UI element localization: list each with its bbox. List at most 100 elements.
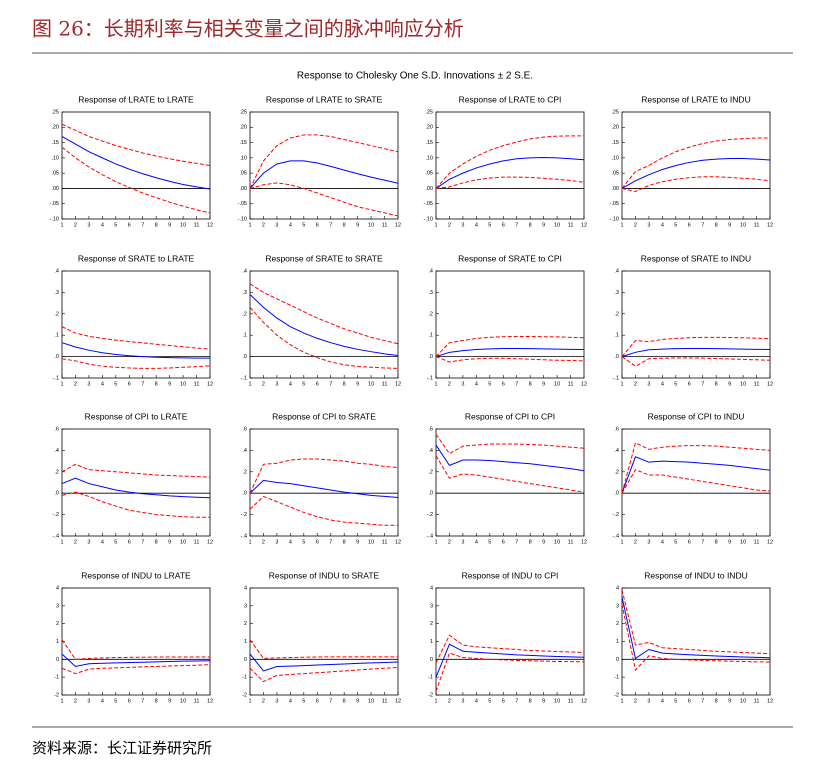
x-tick-label: 4 xyxy=(289,381,292,387)
y-tick-label: 1 xyxy=(244,639,247,645)
x-tick-label: 7 xyxy=(329,381,332,387)
y-tick-label: .3 xyxy=(54,290,59,296)
response-line xyxy=(249,653,399,672)
x-tick-label: 5 xyxy=(302,539,305,545)
x-tick-label: 2 xyxy=(74,222,77,228)
band-line xyxy=(61,326,211,350)
x-tick-label: 1 xyxy=(620,539,623,545)
x-tick-label: 1 xyxy=(60,381,63,387)
plot-frame xyxy=(435,428,585,537)
band-line xyxy=(249,495,398,526)
x-tick-label: 6 xyxy=(688,539,691,545)
x-tick-label: 10 xyxy=(740,222,746,228)
y-tick-label: .2 xyxy=(614,311,619,317)
x-tick-label: 1 xyxy=(60,539,63,545)
y-tick-label: .1 xyxy=(614,333,619,339)
x-tick-label: 8 xyxy=(155,539,158,545)
x-tick-label: 3 xyxy=(461,381,464,387)
response-line xyxy=(435,643,585,678)
x-tick-label: 7 xyxy=(515,698,518,704)
x-tick-label: 8 xyxy=(155,222,158,228)
panel-title: Response of SRATE to SRATE xyxy=(265,253,383,263)
x-tick-label: 4 xyxy=(475,698,478,704)
x-tick-label: 6 xyxy=(502,381,505,387)
y-tick-label: .15 xyxy=(425,140,433,146)
y-tick-label: 4 xyxy=(56,585,59,591)
plot-frame xyxy=(61,270,211,379)
band-line xyxy=(61,358,211,369)
y-tick-label: 3 xyxy=(430,603,433,609)
panel-title: Response of CPI to CPI xyxy=(465,411,555,421)
x-tick-label: 5 xyxy=(674,698,677,704)
x-tick-label: 9 xyxy=(542,222,545,228)
y-tick-label: .25 xyxy=(239,109,247,115)
x-tick-label: 9 xyxy=(356,381,359,387)
plot-frame xyxy=(249,270,399,379)
y-tick-label: .2 xyxy=(428,469,433,475)
x-tick-label: 12 xyxy=(207,539,213,545)
y-tick-label: .0 xyxy=(54,354,59,360)
x-tick-label: 5 xyxy=(674,381,677,387)
y-tick-label: -.10 xyxy=(50,216,59,222)
x-tick-label: 9 xyxy=(168,222,171,228)
band-line xyxy=(249,307,399,369)
x-tick-label: 5 xyxy=(114,381,117,387)
y-tick-label: -.05 xyxy=(610,201,619,207)
response-line xyxy=(249,294,399,357)
x-tick-label: 9 xyxy=(728,698,731,704)
x-tick-label: 4 xyxy=(289,222,292,228)
x-tick-label: 3 xyxy=(461,698,464,704)
y-tick-label: 1 xyxy=(56,639,59,645)
x-tick-label: 8 xyxy=(529,222,532,228)
y-tick-label: .6 xyxy=(54,426,59,432)
x-tick-label: 4 xyxy=(101,222,104,228)
header-title: 图 26：长期利率与相关变量之间的脉冲响应分析 xyxy=(32,17,464,41)
y-tick-label: -.05 xyxy=(238,201,247,207)
band-line xyxy=(621,356,771,367)
x-tick-label: 10 xyxy=(368,381,374,387)
y-tick-label: .3 xyxy=(428,290,433,296)
x-tick-label: 11 xyxy=(194,698,200,704)
y-tick-label: 2 xyxy=(430,621,433,627)
x-tick-label: 6 xyxy=(502,222,505,228)
x-tick-label: 4 xyxy=(475,222,478,228)
x-tick-label: 1 xyxy=(434,381,437,387)
x-tick-label: 9 xyxy=(168,698,171,704)
plot-frame xyxy=(435,270,585,379)
plot-frame xyxy=(61,111,211,220)
x-tick-label: 7 xyxy=(329,698,332,704)
plot-frame xyxy=(61,428,211,537)
x-tick-label: 1 xyxy=(434,539,437,545)
x-tick-label: 1 xyxy=(620,222,623,228)
x-tick-label: 12 xyxy=(767,539,773,545)
y-tick-label: .1 xyxy=(242,333,247,339)
panel-title: Response of SRATE to LRATE xyxy=(78,253,195,263)
x-tick-label: 2 xyxy=(74,381,77,387)
x-tick-label: 4 xyxy=(289,698,292,704)
x-tick-label: 4 xyxy=(661,222,664,228)
panel-title: Response of SRATE to CPI xyxy=(458,253,562,263)
x-tick-label: 1 xyxy=(434,698,437,704)
panel-title: Response of INDU to INDU xyxy=(644,570,747,580)
x-tick-label: 4 xyxy=(661,698,664,704)
x-tick-label: 11 xyxy=(382,539,388,545)
response-line xyxy=(435,157,585,189)
y-tick-label: -.1 xyxy=(613,375,619,381)
response-line xyxy=(249,160,399,189)
x-tick-label: 9 xyxy=(542,539,545,545)
x-tick-label: 10 xyxy=(554,539,560,545)
x-tick-label: 11 xyxy=(568,698,574,704)
x-tick-label: 3 xyxy=(647,381,650,387)
band-line xyxy=(61,639,210,660)
plot-frame xyxy=(621,111,771,220)
x-tick-label: 2 xyxy=(448,698,451,704)
x-tick-label: 5 xyxy=(488,222,491,228)
x-tick-label: 4 xyxy=(475,381,478,387)
y-tick-label: .20 xyxy=(239,125,247,131)
x-tick-label: 2 xyxy=(448,539,451,545)
x-tick-label: 12 xyxy=(207,222,213,228)
x-tick-label: 1 xyxy=(248,381,251,387)
x-tick-label: 12 xyxy=(581,381,587,387)
x-tick-label: 11 xyxy=(382,381,388,387)
panel-title: Response of INDU to LRATE xyxy=(81,570,191,580)
